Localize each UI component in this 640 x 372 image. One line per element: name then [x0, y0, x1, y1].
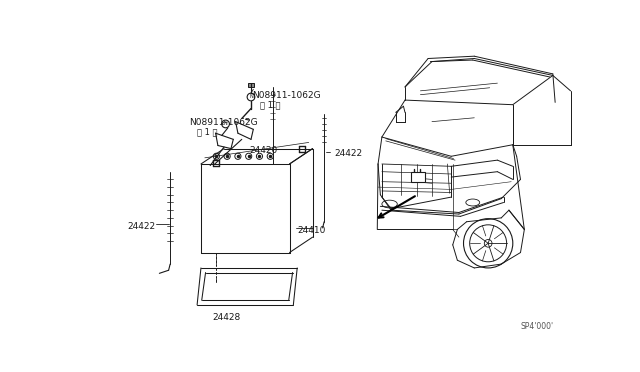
Text: N: N — [224, 121, 227, 126]
Text: N08911-1062G: N08911-1062G — [253, 91, 321, 100]
Text: 〈 1 〉: 〈 1 〉 — [197, 127, 218, 136]
Text: SP4'000': SP4'000' — [520, 322, 554, 331]
Text: 24428: 24428 — [212, 313, 241, 323]
Bar — [411, 172, 425, 183]
Text: 〈 1 〉: 〈 1 〉 — [260, 100, 281, 109]
Text: 24420: 24420 — [250, 146, 278, 155]
Text: N08911-1062G: N08911-1062G — [189, 118, 258, 127]
Text: N: N — [249, 94, 253, 99]
Text: 24410: 24410 — [297, 225, 326, 235]
Text: 24422: 24422 — [128, 222, 156, 231]
Bar — [248, 83, 254, 87]
Text: 24422: 24422 — [334, 148, 362, 158]
